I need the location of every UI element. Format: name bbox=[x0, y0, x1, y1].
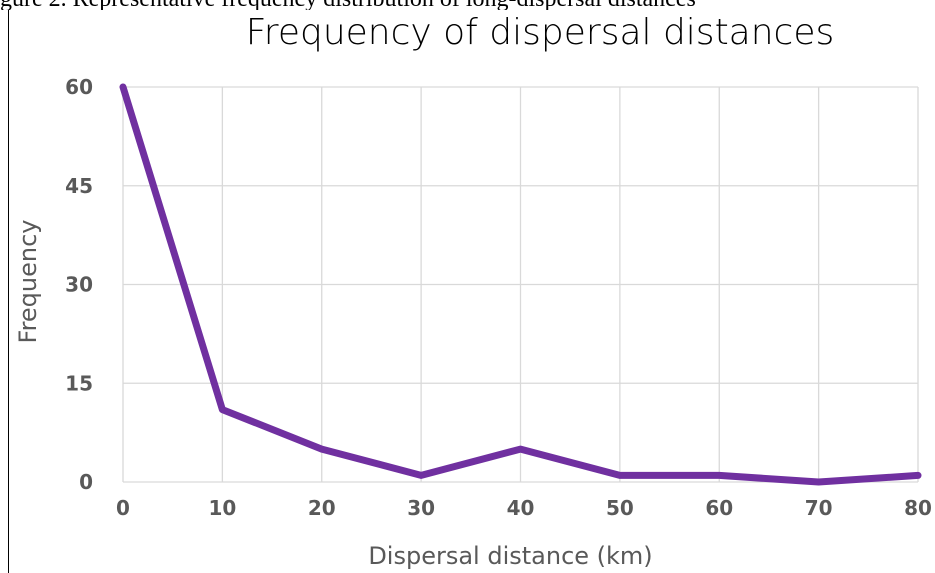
x-tick-label: 40 bbox=[507, 496, 535, 520]
series-lines bbox=[119, 83, 922, 486]
x-axis-title: Dispersal distance (km) bbox=[368, 542, 652, 570]
y-tick-label: 15 bbox=[65, 371, 93, 395]
x-tick-label: 0 bbox=[116, 496, 130, 520]
y-tick-label: 0 bbox=[79, 470, 93, 494]
y-axis-title: Frequency bbox=[14, 220, 42, 344]
x-tick-label: 30 bbox=[407, 496, 435, 520]
y-tick-label: 60 bbox=[65, 75, 93, 99]
chart-title: Frequency of dispersal distances bbox=[245, 12, 835, 53]
x-tick-label: 60 bbox=[705, 496, 733, 520]
figure-frame-border bbox=[8, 10, 9, 573]
tick-labels: 0 15 30 45 60 0 10 20 30 40 50 60 70 80 bbox=[65, 75, 932, 520]
x-tick-label: 70 bbox=[805, 496, 833, 520]
figure-caption-fragment: gure 2. Representative frequency distrib… bbox=[0, 0, 935, 10]
y-tick-label: 45 bbox=[65, 174, 93, 198]
y-tick-label: 30 bbox=[65, 273, 93, 297]
series-line bbox=[119, 83, 922, 486]
x-tick-label: 80 bbox=[904, 496, 932, 520]
x-tick-label: 50 bbox=[606, 496, 634, 520]
grid-lines bbox=[122, 86, 919, 483]
x-tick-label: 20 bbox=[308, 496, 336, 520]
x-tick-label: 10 bbox=[208, 496, 236, 520]
